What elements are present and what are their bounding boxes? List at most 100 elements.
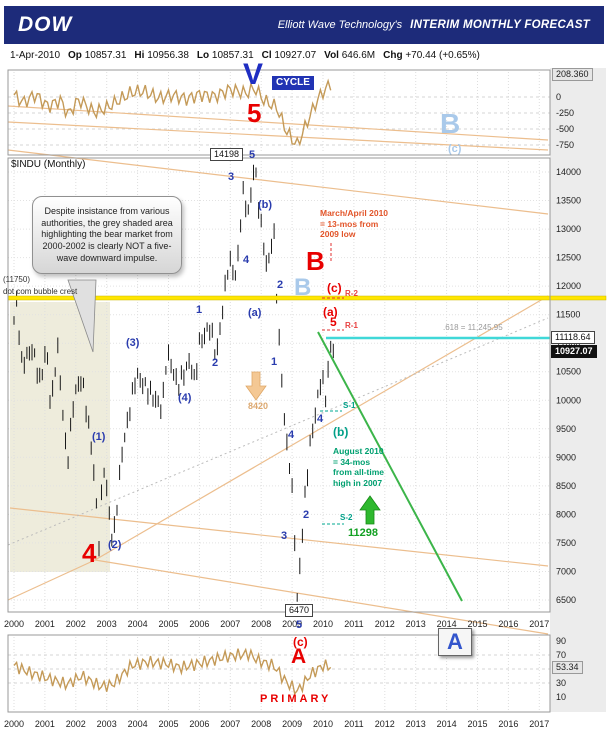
resistance-dashes <box>322 243 344 331</box>
svg-text:2012: 2012 <box>375 619 395 629</box>
header-title: Elliott Wave Technology's INTERIM MONTHLY… <box>278 19 590 31</box>
wave-label: (1) <box>92 431 106 443</box>
cycle-degree-label: V <box>243 58 264 91</box>
callout-text: Despite insistance from various authorit… <box>41 206 173 263</box>
svg-text:11500: 11500 <box>556 310 580 320</box>
svg-text:12500: 12500 <box>556 253 581 263</box>
svg-text:2017: 2017 <box>529 719 549 729</box>
dotcom-label: dot com bubble crest <box>3 287 78 296</box>
svg-text:2009: 2009 <box>282 619 302 629</box>
brand-name: Elliott Wave Technology's <box>277 19 403 31</box>
primary-label: PRIMARY <box>260 693 332 705</box>
svg-text:10: 10 <box>556 692 566 702</box>
bottom-wave-c: (c) <box>293 635 308 649</box>
badge-momentum: 208.360 <box>552 68 593 81</box>
wave-label: 5 <box>249 149 256 161</box>
wave-label: 2 <box>303 509 310 521</box>
up-arrow-icon <box>359 495 381 525</box>
dotcom-value: (11750) <box>3 275 30 284</box>
down-arrow-icon <box>245 371 267 401</box>
wave-label: (4) <box>178 392 192 404</box>
svg-text:10000: 10000 <box>556 395 581 405</box>
wave-label: 5 <box>296 619 303 631</box>
svg-text:-750: -750 <box>556 140 574 150</box>
svg-text:2012: 2012 <box>375 719 395 729</box>
indu-label: $INDU (Monthly) <box>11 159 86 170</box>
price-bars <box>13 164 334 602</box>
panel-borders <box>7 69 551 713</box>
high-badge: 14198 <box>210 148 244 161</box>
svg-text:2006: 2006 <box>189 719 209 729</box>
chart-header: DOW Elliott Wave Technology's INTERIM MON… <box>4 6 604 44</box>
svg-text:2004: 2004 <box>128 719 148 729</box>
wave-label: 3 <box>281 530 288 542</box>
big-b-red: B <box>306 246 325 276</box>
svg-text:2003: 2003 <box>97 619 117 629</box>
svg-text:0: 0 <box>556 92 561 102</box>
svg-text:2008: 2008 <box>251 619 271 629</box>
svg-text:-250: -250 <box>556 108 574 118</box>
svg-text:2005: 2005 <box>158 619 178 629</box>
note-august: August 2010 = 34-mos from all-time high … <box>333 446 385 488</box>
svg-text:2007: 2007 <box>220 719 240 729</box>
svg-text:2011: 2011 <box>344 719 363 729</box>
s2-label: S-2 <box>340 513 353 522</box>
quote-high: Hi 10956.38 <box>134 50 189 61</box>
r1-label: R-1 <box>345 321 358 330</box>
svg-text:2006: 2006 <box>189 619 209 629</box>
wave-label: 3 <box>228 171 235 183</box>
quote-change: Chg +70.44 (+0.65%) <box>383 50 480 61</box>
svg-text:2000: 2000 <box>4 619 24 629</box>
svg-text:9000: 9000 <box>556 452 576 462</box>
quote-volume: Vol 646.6M <box>324 50 376 61</box>
top-wave-5: 5 <box>247 98 262 128</box>
callout-note: Despite insistance from various authorit… <box>32 196 182 275</box>
primary-wave-4: 4 <box>82 538 97 568</box>
wave-label: (a) <box>323 305 338 319</box>
badge-fib-level: 11118.64 <box>551 331 595 344</box>
wave-label: (2) <box>108 539 122 551</box>
svg-text:14000: 14000 <box>556 167 581 177</box>
callout-tail <box>67 279 97 353</box>
svg-text:2013: 2013 <box>406 619 426 629</box>
wave-label: 2 <box>212 357 219 369</box>
trend-lines <box>7 105 549 635</box>
svg-text:2005: 2005 <box>158 719 178 729</box>
svg-text:8000: 8000 <box>556 509 576 519</box>
gridlines <box>8 72 550 710</box>
svg-text:13500: 13500 <box>556 196 581 206</box>
fib-note: .618 = 11,245.95 <box>443 323 503 332</box>
wave-label: 4 <box>288 429 295 441</box>
wave-label: 4 <box>317 413 324 425</box>
top-indicator-line <box>13 78 332 147</box>
wave-label: (b) <box>333 425 349 439</box>
quote-date: 1-Apr-2010 <box>10 50 61 61</box>
green-target: 11298 <box>348 527 378 539</box>
svg-text:2013: 2013 <box>406 719 426 729</box>
svg-text:2000: 2000 <box>4 719 24 729</box>
svg-text:2004: 2004 <box>128 619 148 629</box>
svg-text:2016: 2016 <box>498 719 518 729</box>
svg-text:8500: 8500 <box>556 481 576 491</box>
svg-text:2014: 2014 <box>437 719 457 729</box>
svg-text:2017: 2017 <box>529 619 549 629</box>
svg-text:10500: 10500 <box>556 367 581 377</box>
wave-label: (c) <box>327 281 342 295</box>
svg-text:2010: 2010 <box>313 719 333 729</box>
top-wave-b: B <box>440 108 461 139</box>
symbol-title: DOW <box>18 13 73 36</box>
trend-target-line <box>317 331 463 602</box>
support-dashes <box>320 410 344 525</box>
quote-line: 1-Apr-2010 Op 10857.31 Hi 10956.38 Lo 10… <box>10 50 480 61</box>
svg-text:9500: 9500 <box>556 424 576 434</box>
svg-text:13000: 13000 <box>556 224 581 234</box>
svg-text:2016: 2016 <box>498 619 518 629</box>
svg-text:30: 30 <box>556 678 566 688</box>
svg-text:-500: -500 <box>556 124 574 134</box>
s1-label: S-1 <box>343 401 356 410</box>
top-wave-c: (c) <box>448 143 462 155</box>
svg-text:2015: 2015 <box>467 619 487 629</box>
svg-text:2001: 2001 <box>35 719 55 729</box>
